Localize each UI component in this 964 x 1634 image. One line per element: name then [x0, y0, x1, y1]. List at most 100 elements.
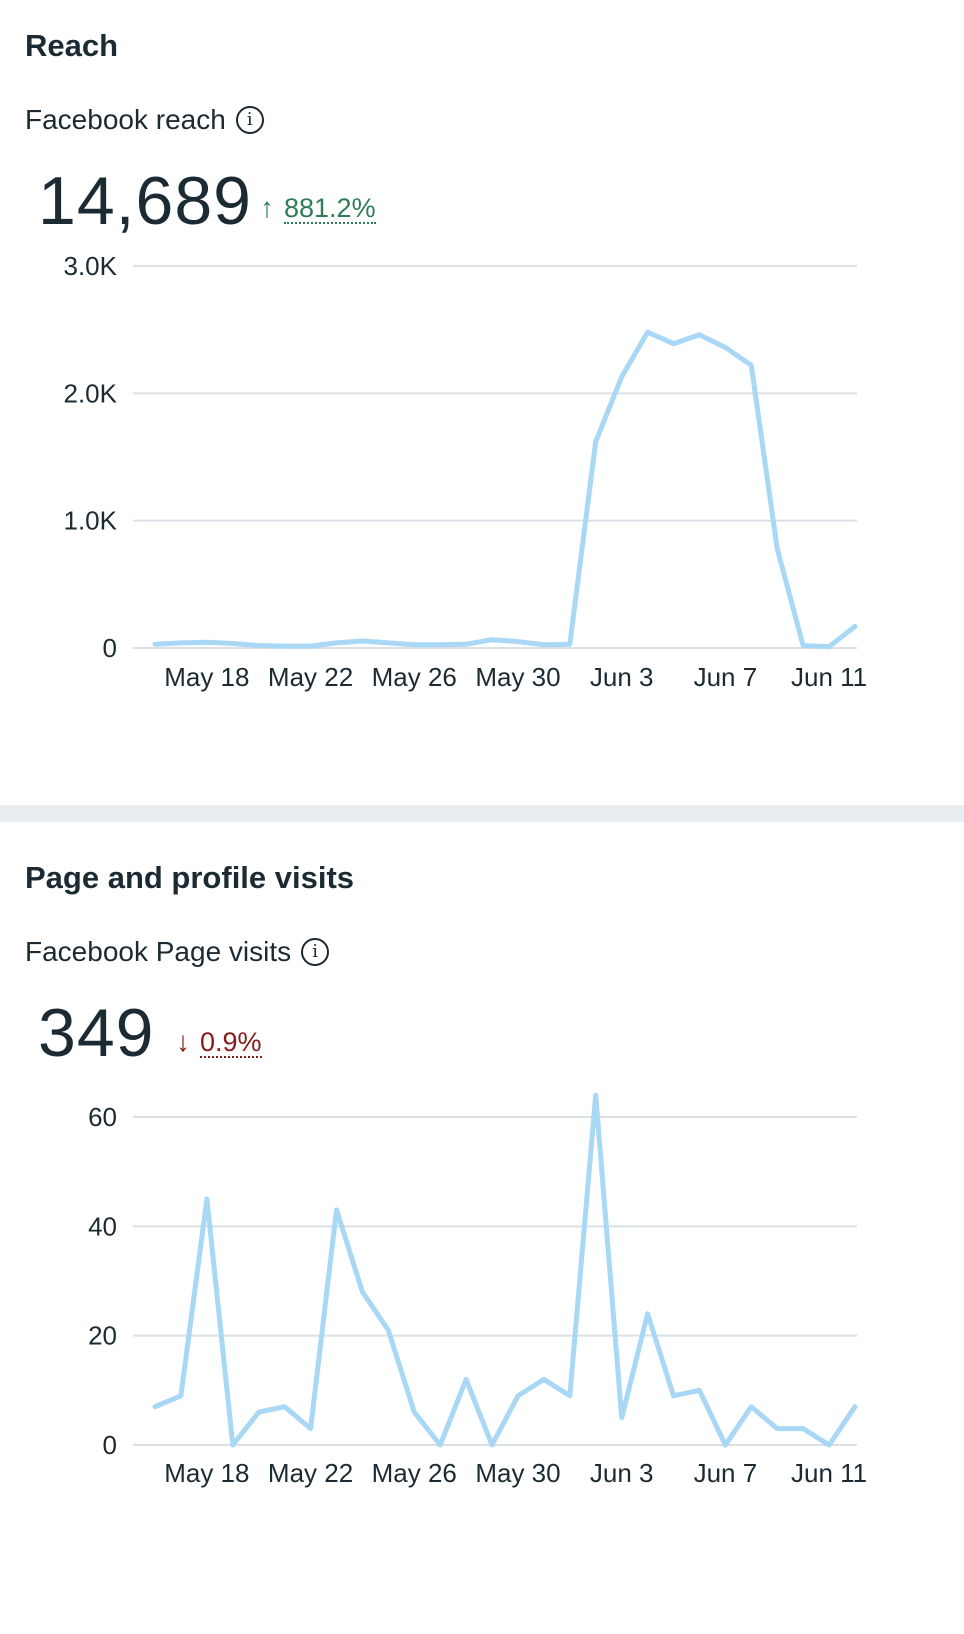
data-point [490, 637, 495, 642]
data-point [204, 640, 209, 645]
x-tick-label: Jun 11 [791, 662, 867, 692]
data-point [749, 363, 754, 368]
series-line [152, 329, 858, 650]
data-point [153, 642, 158, 647]
data-point [256, 643, 261, 648]
data-point [204, 1197, 209, 1202]
data-point [308, 1426, 313, 1431]
data-point [775, 546, 780, 551]
metric-label-text: Facebook Page visits [25, 936, 292, 967]
data-point [827, 1443, 832, 1448]
data-point [256, 1410, 261, 1415]
arrow-up-icon: ↑ [260, 192, 274, 223]
data-point [723, 1443, 728, 1448]
data-point [853, 1404, 858, 1409]
data-point [360, 1289, 365, 1294]
metric-total: 14,689 [38, 163, 252, 239]
data-point [282, 1404, 287, 1409]
data-point [308, 644, 313, 649]
arrow-down-icon: ↓ [176, 1026, 190, 1057]
x-tick-label: May 18 [164, 662, 249, 692]
visits-line-chart[interactable]: 0 20 40 60 May 18 May 22 May 26 May 30 Jun 3 Jun … [0, 822, 964, 1634]
data-point [801, 1426, 806, 1431]
data-point [541, 642, 546, 647]
x-tick-label: May 18 [164, 1458, 249, 1488]
data-point [360, 638, 365, 643]
info-icon[interactable]: i [301, 938, 330, 966]
data-point [723, 345, 728, 350]
data-point [827, 644, 832, 649]
data-point [282, 644, 287, 649]
x-tick-label: May 30 [475, 662, 560, 692]
data-point [230, 641, 235, 646]
visits-section: Page and profile visits Facebook Page vi… [0, 822, 964, 1634]
data-point [438, 1443, 443, 1448]
data-point [464, 642, 469, 647]
data-point [775, 1426, 780, 1431]
data-point [593, 439, 598, 444]
metric-label: Facebook reach i [25, 104, 264, 136]
data-point [464, 1377, 469, 1382]
section-title: Page and profile visits [25, 860, 355, 895]
metric-label: Facebook Page visits i [25, 936, 330, 968]
data-point [386, 640, 391, 645]
data-point [645, 1311, 650, 1316]
data-point [490, 1443, 495, 1448]
delta-value: 881.2% [284, 193, 376, 225]
x-tick-label: May 26 [372, 662, 457, 692]
data-point [541, 1377, 546, 1382]
data-point [334, 640, 339, 645]
y-tick-label: 0 [103, 1430, 117, 1460]
data-point [671, 341, 676, 346]
metric-total: 349 [38, 995, 155, 1071]
data-point [515, 639, 520, 644]
x-tick-label: Jun 11 [791, 1458, 867, 1488]
data-point [178, 640, 183, 645]
data-point [230, 1443, 235, 1448]
data-point [697, 1388, 702, 1393]
data-point [671, 1393, 676, 1398]
data-point [619, 374, 624, 379]
data-point [567, 642, 572, 647]
x-tick-label: May 22 [268, 662, 353, 692]
y-tick-label: 40 [88, 1211, 117, 1241]
y-tick-label: 60 [88, 1102, 117, 1132]
y-tick-label: 2.0K [64, 378, 118, 408]
delta-indicator[interactable]: ↓ 0.9% [176, 1026, 262, 1059]
data-point [697, 332, 702, 337]
data-point [515, 1393, 520, 1398]
data-point [645, 330, 650, 335]
x-tick-label: Jun 7 [694, 1458, 758, 1488]
data-point [853, 624, 858, 629]
data-point [567, 1393, 572, 1398]
section-divider [0, 805, 964, 822]
data-point [153, 1404, 158, 1409]
data-point [334, 1207, 339, 1212]
reach-section: Reach Facebook reach i 14,689 ↑ 881.2% 0… [0, 0, 964, 805]
y-tick-label: 3.0K [64, 251, 118, 281]
data-point [619, 1415, 624, 1420]
delta-indicator[interactable]: ↑ 881.2% [260, 192, 376, 225]
data-point [801, 643, 806, 648]
reach-line-chart[interactable]: 0 1.0K 2.0K 3.0K May 18 May 22 May 26 May 30 Jun… [0, 0, 964, 805]
x-tick-label: May 22 [268, 1458, 353, 1488]
y-tick-label: 20 [88, 1321, 117, 1351]
data-point [412, 1410, 417, 1415]
data-point [412, 642, 417, 647]
metric-label-text: Facebook reach [25, 104, 226, 135]
data-point [438, 642, 443, 647]
y-tick-label: 1.0K [64, 506, 118, 536]
section-title: Reach [25, 28, 119, 63]
x-tick-label: May 30 [475, 1458, 560, 1488]
data-point [178, 1393, 183, 1398]
info-icon[interactable]: i [235, 106, 264, 134]
x-tick-label: Jun 7 [694, 662, 758, 692]
x-tick-label: Jun 3 [590, 1458, 654, 1488]
y-tick-label: 0 [103, 633, 117, 663]
series-line [152, 1092, 858, 1448]
x-tick-label: Jun 3 [590, 662, 654, 692]
x-tick-label: May 26 [372, 1458, 457, 1488]
data-point [386, 1328, 391, 1333]
data-point [749, 1404, 754, 1409]
data-point [593, 1093, 598, 1098]
